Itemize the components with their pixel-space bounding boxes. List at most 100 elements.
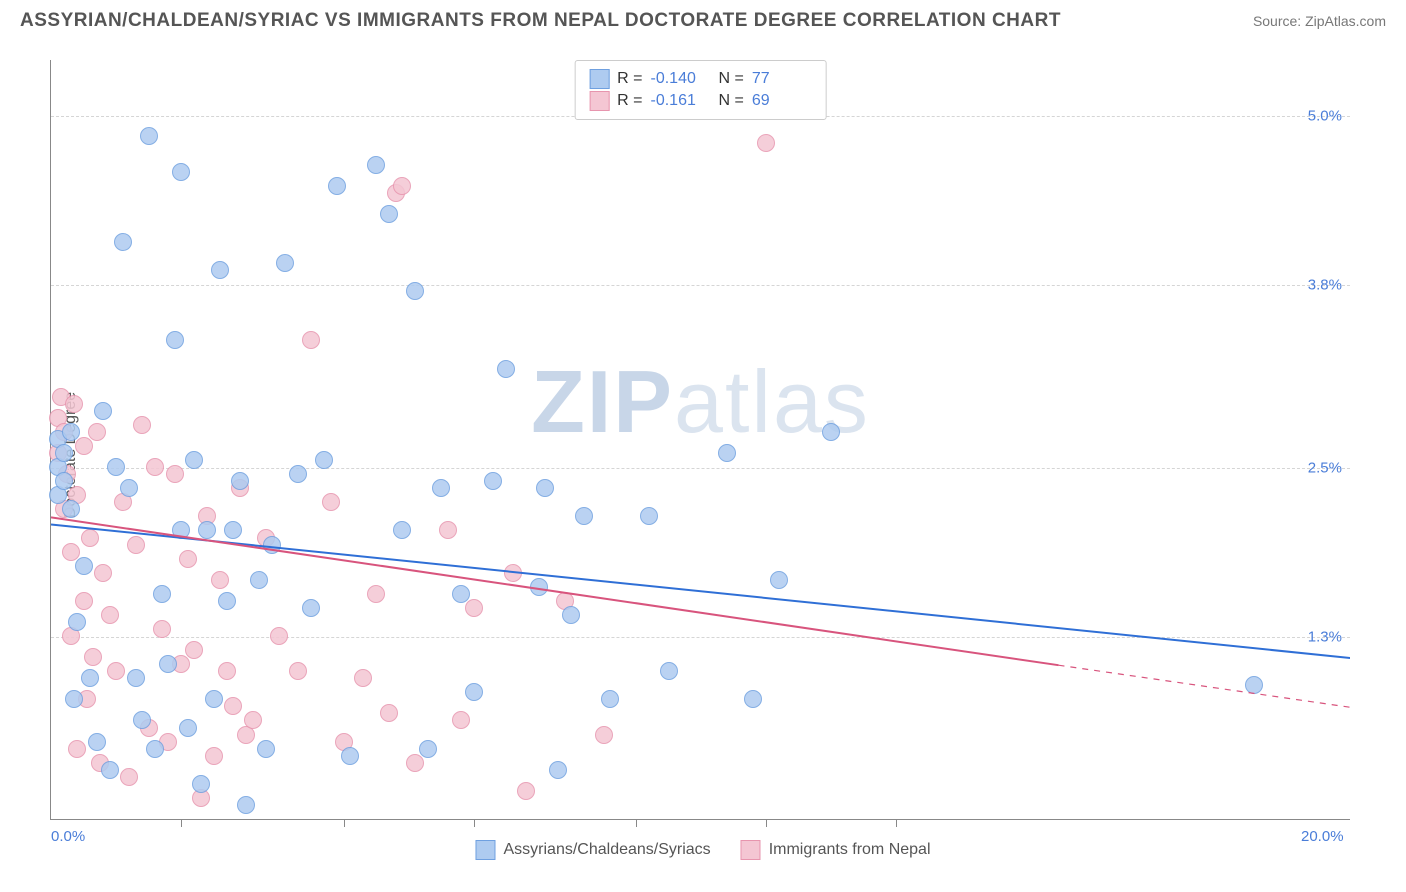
data-point: [75, 437, 93, 455]
data-point: [484, 472, 502, 490]
data-point: [185, 641, 203, 659]
legend-label-pink: Immigrants from Nepal: [769, 841, 931, 859]
data-point: [133, 711, 151, 729]
data-point: [205, 747, 223, 765]
n-value-blue: 77: [752, 70, 812, 88]
data-point: [530, 578, 548, 596]
data-point: [81, 669, 99, 687]
data-point: [88, 733, 106, 751]
x-tick: [181, 819, 182, 827]
r-label: R =: [617, 92, 642, 110]
data-point: [718, 444, 736, 462]
data-point: [114, 233, 132, 251]
source-label: Source:: [1253, 13, 1305, 29]
legend-label-blue: Assyrians/Chaldeans/Syriacs: [503, 841, 710, 859]
x-tick-label: 0.0%: [51, 828, 85, 845]
chart-title: ASSYRIAN/CHALDEAN/SYRIAC VS IMMIGRANTS F…: [20, 10, 1061, 32]
data-point: [367, 156, 385, 174]
source-attribution: Source: ZipAtlas.com: [1253, 13, 1386, 29]
data-point: [224, 697, 242, 715]
data-point: [101, 761, 119, 779]
data-point: [575, 507, 593, 525]
data-point: [549, 761, 567, 779]
series-legend: Assyrians/Chaldeans/Syriacs Immigrants f…: [475, 840, 930, 860]
stats-row-blue: R = -0.140 N = 77: [589, 69, 812, 89]
data-point: [419, 740, 437, 758]
data-point: [68, 740, 86, 758]
data-point: [146, 458, 164, 476]
swatch-blue: [589, 69, 609, 89]
data-point: [517, 782, 535, 800]
data-point: [367, 585, 385, 603]
data-point: [465, 683, 483, 701]
data-point: [354, 669, 372, 687]
chart-area: Doctorate Degree ZIPatlas R = -0.140 N =…: [0, 50, 1406, 860]
data-point: [380, 205, 398, 223]
stats-row-pink: R = -0.161 N = 69: [589, 91, 812, 111]
watermark-light: atlas: [674, 352, 870, 451]
x-tick: [766, 819, 767, 827]
data-point: [198, 521, 216, 539]
data-point: [166, 331, 184, 349]
data-point: [465, 599, 483, 617]
x-tick: [896, 819, 897, 827]
legend-item-blue: Assyrians/Chaldeans/Syriacs: [475, 840, 710, 860]
data-point: [406, 754, 424, 772]
data-point: [65, 395, 83, 413]
data-point: [218, 592, 236, 610]
data-point: [65, 690, 83, 708]
data-point: [406, 282, 424, 300]
r-label: R =: [617, 70, 642, 88]
data-point: [302, 599, 320, 617]
plot-region: ZIPatlas R = -0.140 N = 77 R = -0.161 N …: [50, 60, 1350, 820]
data-point: [140, 127, 158, 145]
data-point: [172, 521, 190, 539]
data-point: [770, 571, 788, 589]
data-point: [744, 690, 762, 708]
data-point: [757, 134, 775, 152]
x-tick-label: 20.0%: [1301, 828, 1344, 845]
data-point: [127, 669, 145, 687]
y-tick-label: 3.8%: [1282, 277, 1342, 294]
data-point: [94, 402, 112, 420]
data-point: [62, 500, 80, 518]
data-point: [107, 662, 125, 680]
data-point: [101, 606, 119, 624]
data-point: [231, 472, 249, 490]
data-point: [211, 571, 229, 589]
data-point: [244, 711, 262, 729]
data-point: [439, 521, 457, 539]
data-point: [159, 655, 177, 673]
watermark-bold: ZIP: [531, 352, 674, 451]
data-point: [452, 711, 470, 729]
data-point: [224, 521, 242, 539]
y-tick-label: 5.0%: [1282, 108, 1342, 125]
data-point: [601, 690, 619, 708]
swatch-pink: [589, 91, 609, 111]
gridline: [51, 468, 1350, 469]
data-point: [263, 536, 281, 554]
data-point: [153, 585, 171, 603]
data-point: [250, 571, 268, 589]
data-point: [62, 423, 80, 441]
data-point: [75, 592, 93, 610]
swatch-blue: [475, 840, 495, 860]
data-point: [341, 747, 359, 765]
data-point: [237, 796, 255, 814]
data-point: [75, 557, 93, 575]
swatch-pink: [741, 840, 761, 860]
r-value-pink: -0.161: [651, 92, 711, 110]
y-tick-label: 2.5%: [1282, 460, 1342, 477]
trendlines: [51, 60, 1350, 819]
data-point: [68, 613, 86, 631]
data-point: [88, 423, 106, 441]
data-point: [185, 451, 203, 469]
data-point: [257, 740, 275, 758]
chart-header: ASSYRIAN/CHALDEAN/SYRIAC VS IMMIGRANTS F…: [20, 10, 1386, 32]
n-label: N =: [719, 92, 744, 110]
data-point: [497, 360, 515, 378]
data-point: [107, 458, 125, 476]
data-point: [822, 423, 840, 441]
data-point: [276, 254, 294, 272]
data-point: [289, 465, 307, 483]
